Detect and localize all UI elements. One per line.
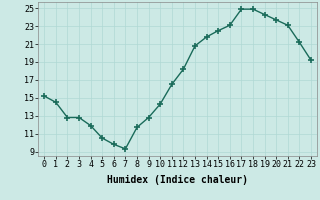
X-axis label: Humidex (Indice chaleur): Humidex (Indice chaleur) (107, 175, 248, 185)
